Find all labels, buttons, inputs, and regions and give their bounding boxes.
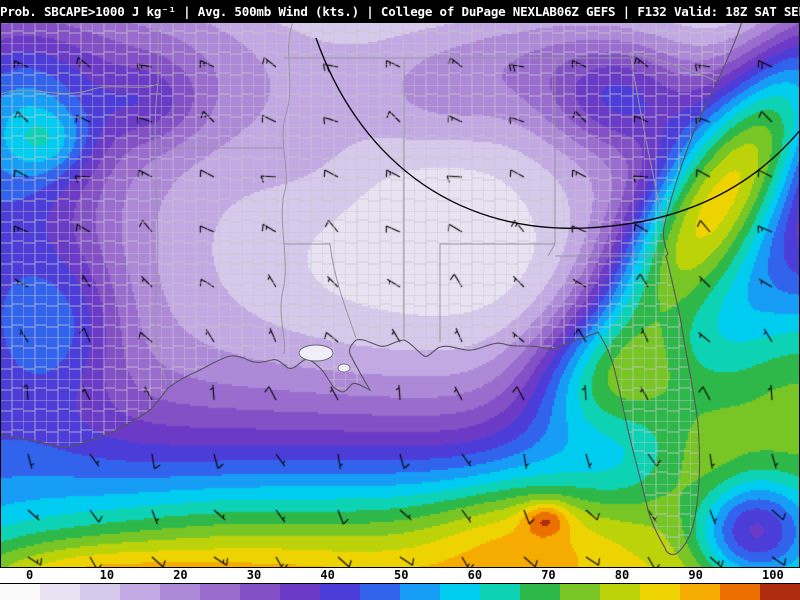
colorbar-cell <box>360 584 400 600</box>
colorbar-tick: 50 <box>394 568 409 582</box>
colorbar-cell <box>680 584 720 600</box>
colorbar-cell <box>480 584 520 600</box>
colorbar-cell <box>400 584 440 600</box>
colorbar-cell <box>440 584 480 600</box>
lake-pontchartrain <box>298 344 334 362</box>
colorbar-cell <box>720 584 760 600</box>
colorbar-cell <box>760 584 800 600</box>
colorbar-tick: 60 <box>467 568 483 582</box>
map-title: Prob. SBCAPE>1000 J kg⁻¹ | Avg. 500mb Wi… <box>0 4 800 19</box>
colorbar-cell <box>600 584 640 600</box>
colorbar-strip <box>0 583 800 600</box>
county-grid-layer <box>0 22 742 555</box>
map-overlay-svg <box>0 22 800 568</box>
map-area <box>0 22 800 568</box>
state-borders <box>0 22 719 385</box>
colorbar-cell <box>120 584 160 600</box>
colorbar-cell <box>240 584 280 600</box>
county-pattern <box>0 22 742 555</box>
colorbar-labels: 0 10 20 30 40 50 60 70 80 90 100 <box>0 568 800 583</box>
colorbar-tick: 40 <box>320 568 335 582</box>
colorbar-tick: 20 <box>173 568 188 582</box>
colorbar-cell <box>520 584 560 600</box>
colorbar-cell <box>0 584 40 600</box>
colorbar-tick: 30 <box>246 568 262 582</box>
colorbar-cell <box>80 584 120 600</box>
colorbar-tick: 0 <box>26 568 34 582</box>
colorbar-cell <box>40 584 80 600</box>
colorbar-cell <box>280 584 320 600</box>
colorbar-tick: 70 <box>541 568 556 582</box>
title-bar: Prob. SBCAPE>1000 J kg⁻¹ | Avg. 500mb Wi… <box>0 0 800 22</box>
colorbar-cell <box>320 584 360 600</box>
colorbar-tick: 80 <box>614 568 630 582</box>
colorbar-tick: 90 <box>688 568 703 582</box>
colorbar-cell <box>160 584 200 600</box>
lake-borgne <box>337 363 351 373</box>
colorbar-cell <box>200 584 240 600</box>
colorbar-cell <box>560 584 600 600</box>
domain-arc <box>315 37 800 229</box>
colorbar-tick: 100 <box>762 568 784 582</box>
colorbar-cell <box>640 584 680 600</box>
colorbar-tick: 10 <box>99 568 115 582</box>
coastline <box>0 22 743 556</box>
